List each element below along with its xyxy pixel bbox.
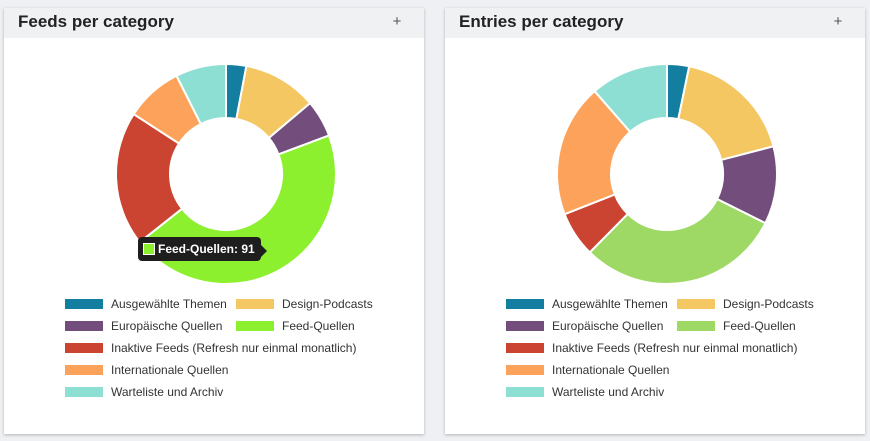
legend-item-design-podcasts[interactable]: Design-Podcasts <box>236 296 373 312</box>
legend-label: Inaktive Feeds (Refresh nur einmal monat… <box>552 341 798 355</box>
chart-legend: Ausgewählte Themen Design-Podcasts Europäi… <box>445 38 865 434</box>
legend-label: Warteliste und Archiv <box>111 385 224 399</box>
feeds-per-category-panel: Feeds per category + Ausgewählte Themen D… <box>4 8 424 434</box>
chart-legend: Ausgewählte Themen Design-Podcasts Europäi… <box>4 38 424 434</box>
legend-label: Feed-Quellen <box>282 319 355 333</box>
legend-swatch <box>677 299 715 309</box>
legend-label: Inaktive Feeds (Refresh nur einmal monat… <box>111 341 357 355</box>
legend-item-feed-quellen[interactable]: Feed-Quellen <box>236 318 355 334</box>
add-widget-button[interactable]: + <box>392 13 402 30</box>
tooltip-color-swatch <box>143 243 155 255</box>
legend-label: Internationale Quellen <box>552 363 670 377</box>
legend-swatch <box>65 299 103 309</box>
legend-item-inaktive-feeds-refresh-nur-einmal-monatlich[interactable]: Inaktive Feeds (Refresh nur einmal monat… <box>506 340 797 356</box>
legend-swatch <box>677 321 715 331</box>
entries-per-category-panel: Entries per category + Ausgewählte Theme… <box>445 8 865 434</box>
legend-label: Europäische Quellen <box>111 319 223 333</box>
legend-swatch <box>236 321 274 331</box>
legend-label: Europäische Quellen <box>552 319 664 333</box>
legend-item-internationale-quellen[interactable]: Internationale Quellen <box>65 362 228 378</box>
entries-donut-chart <box>556 62 778 285</box>
legend-item-internationale-quellen[interactable]: Internationale Quellen <box>506 362 669 378</box>
slice-warteliste-und-archiv[interactable] <box>175 62 227 126</box>
legend-swatch <box>506 343 544 353</box>
legend-swatch <box>65 365 103 375</box>
legend-swatch <box>65 321 103 331</box>
panel-title: Feeds per category <box>18 12 174 31</box>
panel-title: Entries per category <box>459 12 624 31</box>
legend-swatch <box>506 299 544 309</box>
add-widget-button[interactable]: + <box>833 13 843 30</box>
legend-label: Ausgewählte Themen <box>111 297 227 311</box>
panel-header: Feeds per category + <box>4 8 424 38</box>
legend-label: Design-Podcasts <box>282 297 373 311</box>
legend-swatch <box>506 321 544 331</box>
slice-feed-quellen[interactable] <box>588 197 767 285</box>
legend-item-warteliste-und-archiv[interactable]: Warteliste und Archiv <box>65 384 223 400</box>
chart-tooltip: Feed-Quellen: 91 <box>138 237 267 261</box>
legend-swatch <box>506 387 544 397</box>
legend-item-inaktive-feeds-refresh-nur-einmal-monatlich[interactable]: Inaktive Feeds (Refresh nur einmal monat… <box>65 340 356 356</box>
legend-label: Warteliste und Archiv <box>552 385 665 399</box>
legend-item-feed-quellen[interactable]: Feed-Quellen <box>677 318 796 334</box>
legend-item-europ-ische-quellen[interactable]: Europäische Quellen <box>506 318 663 334</box>
panel-header: Entries per category + <box>445 8 865 38</box>
legend-label: Design-Podcasts <box>723 297 814 311</box>
legend-item-europ-ische-quellen[interactable]: Europäische Quellen <box>65 318 222 334</box>
legend-swatch <box>65 343 103 353</box>
legend-item-ausgew-hlte-themen[interactable]: Ausgewählte Themen <box>65 296 227 312</box>
legend-item-design-podcasts[interactable]: Design-Podcasts <box>677 296 814 312</box>
legend-swatch <box>506 365 544 375</box>
legend-swatch <box>236 299 274 309</box>
slice-design-podcasts[interactable] <box>677 65 775 162</box>
legend-label: Ausgewählte Themen <box>552 297 668 311</box>
legend-item-ausgew-hlte-themen[interactable]: Ausgewählte Themen <box>506 296 668 312</box>
legend-label: Feed-Quellen <box>723 319 796 333</box>
legend-label: Internationale Quellen <box>111 363 229 377</box>
tooltip-text: Feed-Quellen: 91 <box>158 242 255 256</box>
legend-swatch <box>65 387 103 397</box>
legend-item-warteliste-und-archiv[interactable]: Warteliste und Archiv <box>506 384 664 400</box>
slice-warteliste-und-archiv[interactable] <box>593 62 668 134</box>
